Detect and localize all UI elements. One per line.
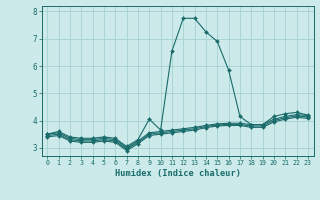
X-axis label: Humidex (Indice chaleur): Humidex (Indice chaleur) — [115, 169, 241, 178]
